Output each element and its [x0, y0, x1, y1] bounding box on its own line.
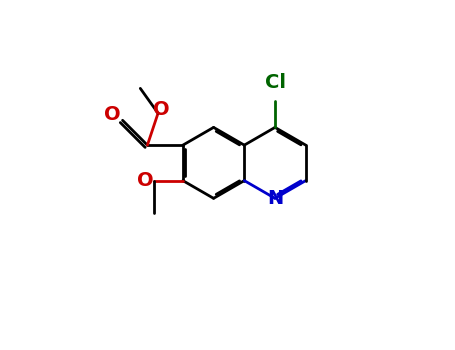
Text: O: O [104, 105, 120, 125]
Text: O: O [137, 171, 154, 190]
Text: Cl: Cl [264, 73, 286, 92]
Text: N: N [267, 189, 283, 208]
Text: O: O [153, 100, 170, 119]
